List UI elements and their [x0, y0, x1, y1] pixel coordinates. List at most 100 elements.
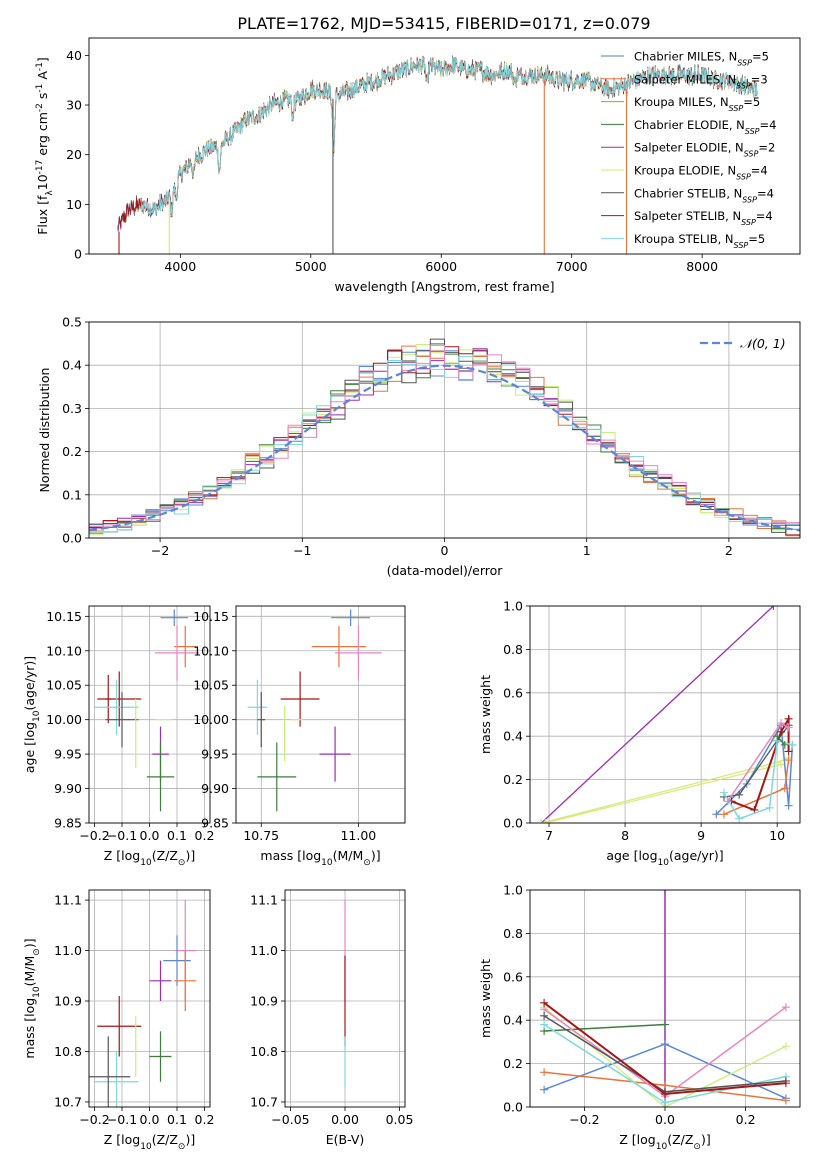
y-tick-label: 9.90	[201, 781, 229, 796]
x-tick-label: 0.1	[167, 828, 187, 843]
x-tick-label: 7000	[556, 259, 588, 274]
plus-marker	[773, 732, 782, 741]
x-tick-label: −2	[151, 543, 169, 558]
plus-marker	[540, 1068, 549, 1077]
x-tick-label: 0.0	[140, 1112, 160, 1127]
y-tick-label: 10.15	[193, 609, 229, 624]
legend-label: Chabrier ELODIE, NSSP=4	[634, 118, 776, 136]
x-tick-label: 8000	[686, 259, 718, 274]
x-tick-label: −0.2	[79, 828, 109, 843]
x-axis-label: Z [log10(Z/Z⊙)]	[104, 848, 195, 868]
legend-label: 𝒩(0, 1)	[740, 336, 786, 351]
plot-area	[89, 338, 800, 537]
legend-label: Kroupa ELODIE, NSSP=4	[634, 164, 768, 182]
axes-frame	[88, 321, 801, 539]
plot-area	[117, 55, 758, 254]
plus-marker	[781, 1079, 790, 1088]
y-tick-label: 0.0	[503, 1100, 523, 1115]
plus-marker	[784, 747, 793, 756]
plus-marker	[661, 1089, 669, 1098]
weight-line	[545, 763, 782, 823]
plot-area	[537, 606, 797, 823]
y-tick-label: 9.95	[54, 747, 82, 762]
y-tick-label: 10.9	[250, 994, 278, 1009]
y-tick-label: 30	[66, 98, 82, 113]
axes-frame	[235, 605, 406, 824]
legend-label: Chabrier STELIB, NSSP=4	[634, 186, 774, 204]
plus-marker	[784, 714, 793, 723]
weight-line	[540, 606, 774, 823]
y-tick-label: 0.4	[62, 358, 82, 373]
plus-marker	[661, 1020, 669, 1029]
axes-frame	[88, 37, 801, 255]
x-axis-label: E(B-V)	[326, 1132, 365, 1147]
x-tick-label: −0.2	[569, 1112, 599, 1127]
plus-marker	[719, 788, 728, 797]
x-tick-label: 11.00	[340, 828, 376, 843]
x-tick-label: 6000	[425, 259, 457, 274]
y-tick-label: 0.0	[503, 816, 523, 831]
figure-title: PLATE=1762, MJD=53415, FIBERID=0171, z=0…	[237, 14, 650, 33]
y-tick-label: 10.10	[46, 643, 82, 658]
x-tick-label: 10.75	[243, 828, 279, 843]
y-tick-label: 1.0	[503, 883, 523, 898]
x-tick-label: −0.05	[271, 1112, 309, 1127]
plus-marker	[781, 1003, 790, 1012]
y-tick-label: 11.1	[54, 893, 82, 908]
y-tick-label: 0.3	[62, 401, 82, 416]
chart-massweight_vs_Z: −0.2 0.0 0.2 0.0 0.2 0.4 0.6 0.8 1.0 Z [log10(Z/Z…	[478, 883, 801, 1152]
histogram-step	[89, 344, 800, 527]
plus-marker	[781, 1096, 790, 1105]
plus-marker	[540, 1020, 549, 1029]
y-tick-label: 10.9	[54, 994, 82, 1009]
x-tick-label: 0	[441, 543, 449, 558]
x-axis-label: age [log10(age/yr)]	[606, 848, 723, 868]
plus-marker	[776, 719, 785, 728]
y-tick-label: 0	[74, 247, 82, 262]
x-axis-label: (data-model)/error	[387, 563, 504, 578]
plus-marker	[788, 740, 797, 749]
plus-marker	[780, 784, 789, 793]
y-tick-label: 0.2	[503, 772, 523, 787]
plus-marker	[661, 890, 669, 894]
y-tick-label: 9.85	[54, 816, 82, 831]
y-tick-label: 10.05	[46, 678, 82, 693]
plot-area	[89, 900, 197, 1107]
chart-age_vs_mass: 10.75 11.00 9.85 9.90 9.95 10.00 10.05 10.10 10.…	[193, 605, 406, 868]
chart-spectrum: 4000 5000 6000 7000 8000 0 10 20 30 40 wavelength …	[35, 37, 801, 294]
y-tick-label: 0.4	[503, 729, 523, 744]
weight-line	[544, 1023, 666, 1032]
x-tick-label: 0.0	[140, 828, 160, 843]
plus-marker	[540, 1085, 549, 1094]
x-tick-label: 0.05	[386, 1112, 414, 1127]
y-tick-label: 0.8	[503, 642, 523, 657]
legend-label: Kroupa STELIB, NSSP=5	[634, 232, 765, 250]
axes-frame	[284, 889, 406, 1108]
legend-label: Salpeter MILES, NSSP=3	[634, 72, 768, 90]
plus-marker	[784, 756, 793, 765]
y-tick-label: 10.10	[193, 643, 229, 658]
plus-marker	[784, 723, 793, 732]
x-tick-label: 10	[769, 828, 785, 843]
x-tick-label: 0.2	[195, 828, 215, 843]
y-tick-label: 11.1	[250, 893, 278, 908]
y-tick-label: 0.2	[62, 444, 82, 459]
x-tick-label: −0.1	[107, 1112, 137, 1127]
y-tick-label: 9.95	[201, 747, 229, 762]
plus-marker	[540, 1011, 549, 1020]
plus-marker	[712, 810, 721, 819]
plus-marker	[540, 998, 549, 1007]
y-tick-label: 10.7	[250, 1094, 278, 1109]
y-tick-label: 0.0	[62, 531, 82, 546]
chart-massweight_vs_age: 7 8 9 10 0.0 0.2 0.4 0.6 0.8 1.0 age [log10(age/yr…	[478, 599, 801, 868]
y-axis-label: age [log10(age/yr)]	[22, 656, 42, 773]
y-axis-label: mass weight	[478, 959, 493, 1038]
axes-frame	[88, 889, 211, 1108]
x-tick-label: 9	[697, 828, 705, 843]
legend-label: Salpeter ELODIE, NSSP=2	[634, 141, 775, 159]
y-tick-label: 0.6	[503, 685, 523, 700]
y-axis-label: mass weight	[478, 675, 493, 754]
plus-marker	[735, 814, 744, 823]
y-tick-label: 10.8	[250, 1044, 278, 1059]
